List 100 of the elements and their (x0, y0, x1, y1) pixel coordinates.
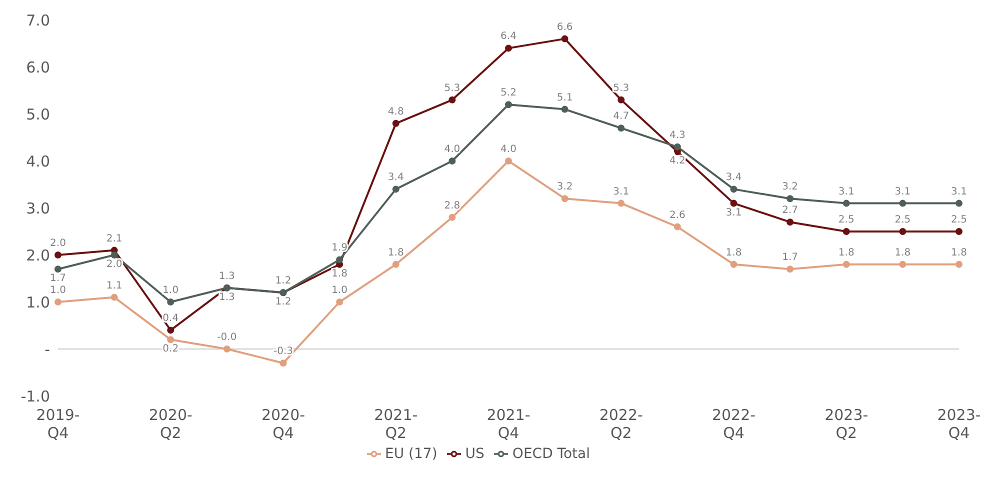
point (110, 294, 118, 301)
point (899, 228, 906, 235)
point (618, 124, 625, 132)
y-tick-label: -1.0 (20, 387, 50, 406)
data-label: 1.8 (388, 247, 404, 258)
point (730, 186, 738, 193)
data-label: 1.8 (726, 247, 742, 258)
data-label: 0.2 (162, 344, 179, 355)
data-label: 1.2 (275, 276, 292, 287)
y-tick-label: 3.0 (26, 199, 50, 218)
point (561, 195, 568, 202)
point (842, 200, 850, 207)
point (786, 218, 794, 226)
data-label: 5.3 (444, 82, 460, 94)
point (336, 256, 344, 264)
data-label: 5.2 (500, 88, 516, 99)
point (167, 336, 174, 344)
point (674, 143, 681, 150)
data-label: 3.1 (613, 186, 630, 198)
data-label: 2.6 (669, 210, 686, 221)
data-label: 1.7 (50, 273, 66, 284)
point (786, 195, 794, 202)
y-tick-label: - (44, 340, 50, 358)
data-label: 0.4 (162, 313, 179, 324)
point (167, 298, 174, 306)
data-label: 4.7 (613, 111, 630, 122)
legend-label: EU (17) (385, 446, 438, 462)
y-tick-label: 1.0 (26, 293, 50, 312)
data-label: 1.8 (951, 247, 967, 258)
data-label: 2.0 (50, 238, 66, 249)
point (167, 326, 174, 334)
x-tick-label: 2022- Q4 (712, 406, 756, 442)
data-label: 3.4 (726, 172, 742, 184)
point (899, 260, 906, 268)
point (448, 96, 456, 104)
y-tick-label: 4.0 (26, 152, 50, 170)
point (505, 44, 512, 52)
data-label: 1.1 (106, 280, 122, 292)
x-tick-label: 2019- Q4 (36, 406, 80, 442)
data-label: 3.1 (951, 186, 967, 198)
data-label: 4.3 (669, 130, 686, 141)
data-label: 3.1 (838, 186, 854, 198)
data-label: 2.1 (106, 233, 122, 244)
x-tick-label: 2021- Q4 (486, 406, 530, 442)
point (618, 96, 625, 104)
point (392, 260, 400, 268)
data-label: 2.5 (838, 214, 854, 226)
x-tick-label: 2022- Q2 (599, 406, 643, 442)
point (618, 200, 625, 207)
point (505, 158, 512, 164)
point (561, 35, 568, 42)
data-label: 3.2 (556, 182, 573, 193)
data-label: 1.3 (218, 292, 235, 303)
point (336, 298, 344, 306)
point (956, 260, 962, 268)
data-label: 4.0 (500, 144, 516, 155)
point (392, 120, 400, 127)
point (448, 158, 456, 164)
y-tick-label: 2.0 (26, 246, 50, 264)
data-label: 1.8 (838, 247, 854, 258)
point (223, 346, 230, 352)
data-label: 4.2 (669, 156, 686, 167)
point (730, 260, 738, 268)
x-tick-label: 2023- Q2 (824, 406, 868, 442)
y-tick-label: 5.0 (26, 105, 50, 124)
data-label: 6.6 (556, 22, 573, 33)
data-label: 2.8 (444, 200, 460, 212)
data-label: 4.8 (388, 106, 404, 118)
data-label: 5.3 (613, 82, 630, 94)
data-label: 3.4 (388, 172, 404, 184)
point (54, 266, 62, 273)
data-label: -0.3 (273, 346, 294, 358)
point (280, 360, 287, 367)
point (956, 200, 962, 207)
point (54, 298, 62, 306)
x-tick-label: 2023- Q4 (937, 406, 981, 442)
data-label: -0.0 (217, 332, 237, 343)
point (899, 200, 906, 207)
point (786, 266, 794, 273)
data-label: 1.3 (218, 270, 235, 282)
point (448, 214, 456, 221)
data-label: 1.8 (332, 268, 348, 280)
y-tick-label: 7.0 (26, 11, 50, 30)
point (54, 252, 62, 258)
point (110, 252, 118, 258)
point (842, 228, 850, 235)
data-label: 1.0 (332, 285, 348, 296)
data-label: 5.1 (556, 92, 573, 104)
legend-label: US (465, 446, 484, 462)
data-label: 1.8 (894, 247, 911, 258)
data-label: 3.1 (726, 207, 742, 218)
data-label: 1.2 (275, 296, 292, 308)
legend-label: OECD Total (512, 446, 590, 462)
point (730, 200, 738, 207)
x-tick-label: 2020- Q4 (261, 406, 306, 442)
data-label: 2.5 (951, 214, 967, 226)
point (505, 101, 512, 108)
data-label: 6.4 (500, 31, 516, 42)
point (561, 106, 568, 113)
x-tick-label: 2020- Q2 (148, 406, 192, 442)
